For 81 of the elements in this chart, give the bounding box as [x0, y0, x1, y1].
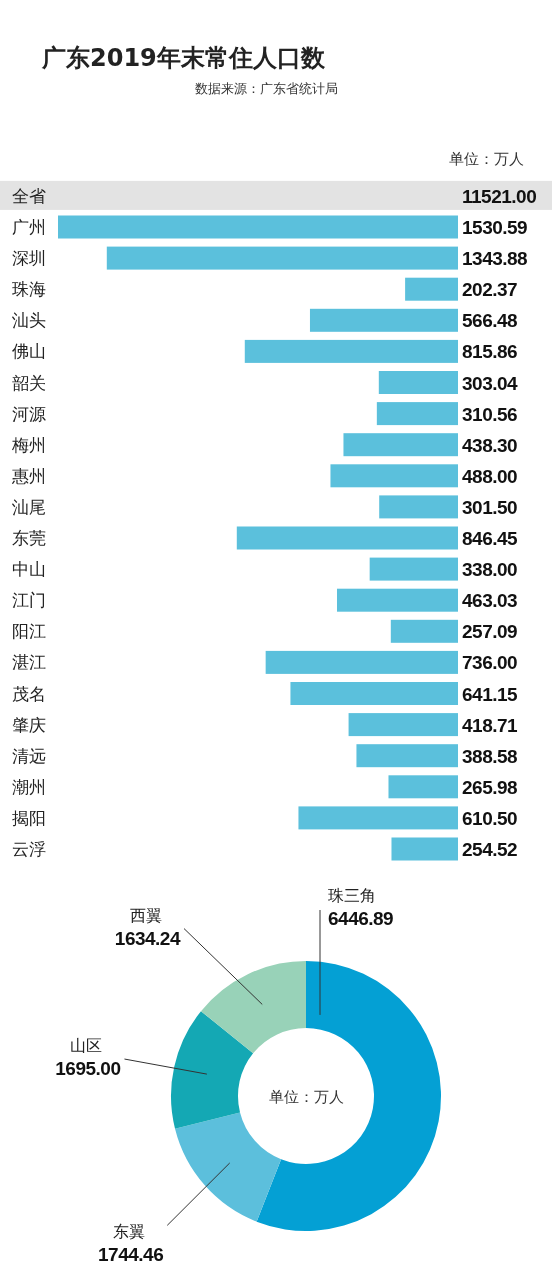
data-label: 388.58: [462, 745, 518, 767]
y-tick-label: 汕头: [12, 310, 46, 331]
data-label: 257.09: [462, 621, 518, 643]
data-label: 815.86: [462, 341, 518, 363]
y-tick-label: 梅州: [11, 434, 46, 455]
bar: [298, 806, 458, 830]
slice-label: 山区: [70, 1036, 103, 1056]
y-tick-label: 江门: [12, 590, 46, 611]
data-label: 303.04: [462, 372, 519, 394]
y-tick-label: 清远: [12, 745, 46, 766]
y-tick-label: 揭阳: [12, 807, 46, 828]
bar: [356, 744, 458, 768]
donut-slice: [175, 1112, 282, 1222]
donut-slice: [200, 961, 306, 1054]
bar: [265, 650, 458, 674]
data-label: 1744.46: [98, 1244, 164, 1266]
y-tick-label: 茂名: [12, 683, 46, 704]
chart-subtitle: 数据来源：广东省统计局: [195, 81, 338, 96]
data-label: 438.30: [462, 434, 518, 456]
slice-label: 东翼: [113, 1222, 146, 1242]
bar: [106, 246, 458, 270]
data-label: 265.98: [462, 776, 518, 798]
y-tick-label: 珠海: [12, 279, 46, 300]
data-label: 610.50: [462, 807, 518, 829]
bar: [348, 713, 458, 737]
y-tick-label: 佛山: [12, 341, 46, 362]
bar: [236, 526, 458, 550]
slice-label: 珠三角: [328, 886, 376, 905]
data-label: 1530.59: [462, 217, 528, 238]
bar: [390, 619, 458, 643]
bar: [343, 433, 458, 457]
data-label: 1695.00: [55, 1058, 121, 1080]
data-label: 641.15: [462, 683, 519, 705]
chart-title: 广东2019年末常住人口数: [41, 44, 326, 72]
data-label: 488.00: [462, 465, 518, 487]
donut-slice: [256, 961, 441, 1231]
data-label: 418.71: [462, 714, 519, 736]
bar: [369, 557, 458, 581]
bar: [309, 308, 458, 332]
y-tick-label: 惠州: [11, 465, 46, 486]
y-tick-label: 潮州: [12, 776, 46, 797]
data-label: 736.00: [462, 652, 518, 674]
bar: [391, 837, 458, 861]
bar: [58, 215, 458, 239]
bar: [378, 371, 458, 394]
y-tick-label: 韶关: [12, 372, 46, 393]
y-tick-label: 河源: [12, 403, 46, 424]
y-tick-label: 深圳: [12, 248, 46, 269]
y-tick-label: 广州: [12, 217, 46, 237]
bar: [379, 495, 458, 519]
slice-label: 西翼: [130, 905, 162, 925]
y-tick-label: 中山: [12, 559, 46, 580]
bar: [388, 775, 458, 799]
data-label: 338.00: [462, 559, 518, 581]
bar: [244, 339, 458, 363]
y-tick-label: 肇庆: [12, 714, 46, 735]
text: 单位：万人: [268, 1088, 344, 1106]
bar: [336, 588, 458, 612]
data-label: 1634.24: [114, 927, 181, 949]
bar: [290, 682, 458, 705]
data-label: 202.37: [462, 279, 518, 301]
bar: [376, 402, 458, 426]
data-label: 846.45: [462, 528, 519, 549]
data-label: 463.03: [462, 590, 518, 612]
data-label: 566.48: [462, 310, 518, 332]
bar: [405, 277, 458, 301]
bar: [330, 464, 458, 488]
y-tick-label: 云浮: [12, 839, 46, 859]
text: 单位：万人: [449, 150, 524, 168]
data-label: 310.56: [462, 403, 518, 425]
data-label: 254.52: [462, 839, 518, 860]
text: 11521.00: [462, 185, 537, 207]
y-tick-label: 阳江: [12, 621, 46, 642]
y-tick-label: 东莞: [12, 528, 46, 548]
data-label: 6446.89: [328, 908, 394, 929]
y-tick-label: 汕尾: [12, 496, 46, 517]
y-tick-label: 湛江: [12, 652, 46, 673]
data-label: 1343.88: [462, 248, 528, 270]
data-label: 301.50: [462, 496, 518, 518]
donut-slice: [171, 1011, 254, 1129]
text: 全省: [12, 185, 46, 206]
